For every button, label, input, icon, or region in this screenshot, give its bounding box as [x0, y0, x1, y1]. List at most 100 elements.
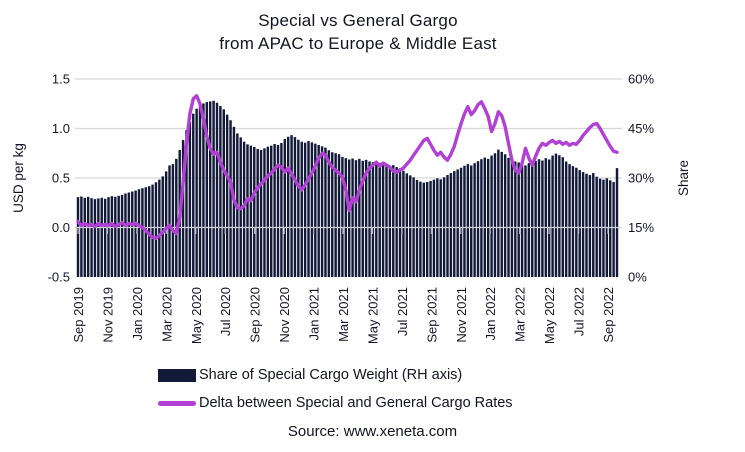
- bar: [497, 149, 500, 277]
- bar: [168, 165, 171, 277]
- bar: [171, 164, 175, 277]
- bar: [195, 108, 198, 277]
- bar: [581, 172, 585, 277]
- bar: [507, 157, 510, 277]
- bar: [225, 114, 229, 277]
- bar: [137, 189, 141, 277]
- y-right-axis-title: Share: [676, 160, 691, 196]
- bar: [364, 159, 368, 277]
- bar: [307, 141, 310, 277]
- bar: [592, 173, 595, 277]
- bar: [354, 160, 358, 277]
- bar: [320, 146, 324, 277]
- x-tick-label: Jul 2021: [395, 287, 410, 336]
- bar: [578, 170, 581, 277]
- bar: [612, 181, 615, 277]
- bar: [175, 158, 178, 277]
- bar: [347, 159, 351, 277]
- bar: [103, 198, 107, 277]
- bar: [395, 167, 398, 277]
- bar: [131, 191, 134, 277]
- bar: [514, 161, 517, 277]
- legend-item-delta: Delta between Special and General Cargo …: [158, 395, 513, 411]
- bar: [127, 192, 131, 277]
- bar: [534, 160, 537, 277]
- delta-line: [76, 94, 619, 241]
- bar: [263, 148, 266, 277]
- bar: [463, 165, 466, 277]
- bar: [147, 186, 151, 277]
- bar: [547, 159, 551, 277]
- bar: [602, 179, 605, 277]
- bar: [97, 198, 100, 277]
- bar: [222, 109, 225, 277]
- chart-legend: Share of Special Cargo Weight (RH axis) …: [158, 367, 513, 423]
- bar: [300, 141, 303, 277]
- bar: [375, 163, 378, 277]
- bar: [493, 153, 497, 277]
- bar: [388, 166, 392, 277]
- y-right-tick-label: 45%: [628, 121, 654, 136]
- bar: [527, 163, 531, 277]
- bar: [432, 179, 436, 277]
- bar: [117, 195, 120, 277]
- bar: [242, 141, 246, 277]
- bar: [158, 179, 161, 277]
- bar: [134, 190, 137, 277]
- bar: [385, 164, 388, 277]
- bar: [476, 161, 480, 277]
- bar: [595, 176, 598, 277]
- bar: [368, 161, 371, 277]
- bar: [480, 159, 483, 277]
- bar: [361, 160, 364, 277]
- bar: [273, 144, 276, 277]
- bar: [80, 196, 83, 277]
- bar: [205, 102, 209, 277]
- bar: [324, 147, 327, 277]
- bar: [93, 199, 97, 277]
- bar: [392, 165, 395, 277]
- bar: [283, 139, 287, 277]
- bar: [188, 121, 192, 278]
- y-right-tick-label: 0%: [628, 270, 647, 285]
- bar: [402, 170, 405, 277]
- bar: [425, 181, 429, 277]
- bar: [419, 181, 422, 277]
- bar: [554, 153, 558, 277]
- bar: [337, 154, 341, 277]
- bar: [100, 197, 103, 277]
- bar: [83, 197, 87, 277]
- x-tick-label: Sep 2020: [248, 287, 263, 343]
- legend-line-label: Delta between Special and General Cargo …: [199, 395, 513, 411]
- legend-bar-swatch: [158, 368, 196, 382]
- bar: [331, 152, 334, 277]
- bar: [588, 175, 592, 277]
- bar: [164, 171, 168, 277]
- bar: [564, 161, 568, 277]
- y-left-axis-title: USD per kg: [11, 143, 26, 213]
- bar: [151, 184, 154, 277]
- bar: [585, 173, 588, 277]
- bar: [398, 168, 402, 277]
- bar: [266, 146, 270, 277]
- bar: [290, 135, 293, 277]
- y-right-tick-label: 60%: [628, 72, 654, 87]
- bar: [520, 163, 524, 277]
- bar: [571, 166, 575, 277]
- bar: [483, 157, 487, 277]
- bar: [256, 148, 259, 277]
- x-tick-label: Jan 2021: [307, 287, 322, 341]
- bar: [185, 130, 188, 277]
- legend-bar-label: Share of Special Cargo Weight (RH axis): [199, 367, 463, 383]
- bar: [378, 162, 381, 277]
- x-tick-label: Nov 2021: [454, 287, 469, 343]
- bar: [524, 165, 527, 277]
- bar: [459, 167, 463, 277]
- bar: [286, 136, 290, 277]
- bar: [608, 180, 612, 277]
- x-tick-label: Mar 2020: [159, 287, 174, 342]
- bar: [551, 155, 554, 277]
- y-right-tick-label: 15%: [628, 220, 654, 235]
